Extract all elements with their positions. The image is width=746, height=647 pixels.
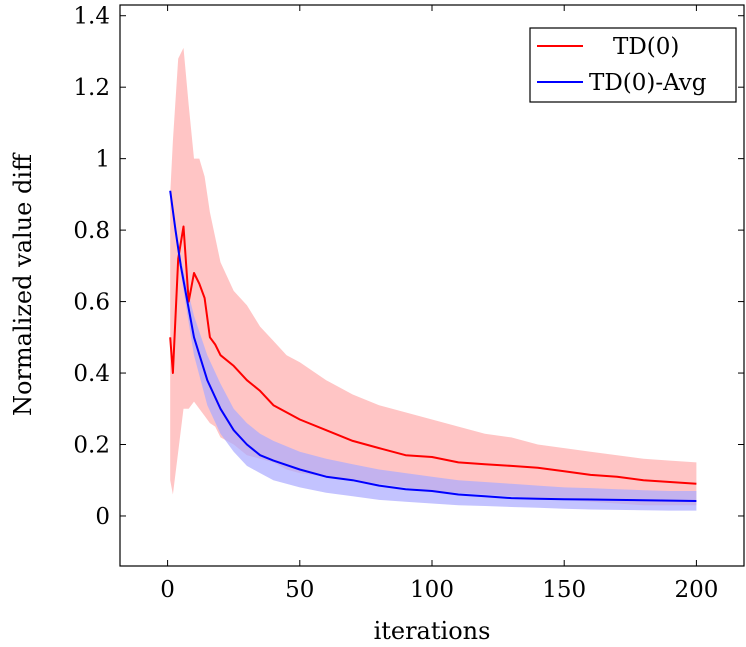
x-tick-label: 0 [160, 577, 175, 603]
y-tick-label: 0 [95, 504, 110, 530]
legend-box [529, 27, 737, 103]
y-axis-label: Normalized value diff [9, 152, 37, 416]
series-0-band [170, 47, 697, 506]
legend-label-td0-avg: TD(0)-Avg [589, 70, 707, 96]
x-tick-label: 150 [542, 577, 586, 603]
legend: TD(0) TD(0)-Avg [529, 27, 737, 103]
x-axis-label: iterations [374, 617, 491, 645]
series-lines [169, 190, 697, 502]
x-tick-label: 200 [674, 577, 718, 603]
x-axis-ticks: 0 50 100 150 200 [160, 5, 718, 603]
y-tick-label: 0.4 [73, 361, 110, 387]
legend-label-td0: TD(0) [613, 34, 679, 60]
y-axis-ticks: 0 0.2 0.4 0.6 0.8 1 1.2 1.4 [73, 4, 744, 530]
y-tick-label: 1.4 [73, 4, 110, 30]
y-tick-label: 0.8 [73, 218, 110, 244]
confidence-bands [170, 47, 697, 511]
y-tick-label: 1.2 [73, 75, 110, 101]
x-tick-label: 100 [410, 577, 454, 603]
y-tick-label: 0.6 [73, 290, 110, 316]
series-0-line [169, 225, 697, 485]
x-tick-label: 50 [285, 577, 314, 603]
y-tick-label: 0.2 [73, 433, 110, 459]
y-tick-label: 1 [95, 147, 110, 173]
series-1-line [169, 190, 697, 502]
